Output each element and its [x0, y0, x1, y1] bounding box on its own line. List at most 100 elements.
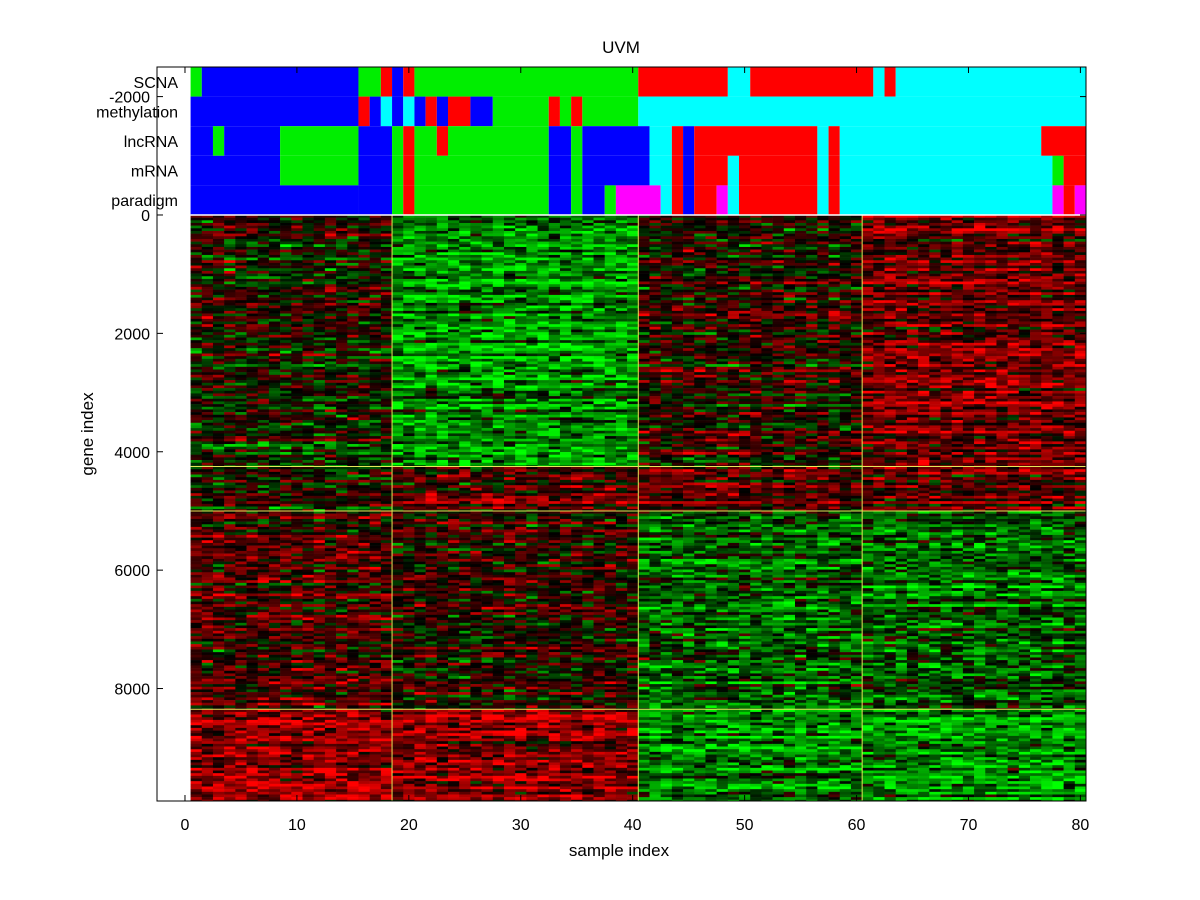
heatmap-cell [246, 284, 259, 288]
heatmap-cell [526, 300, 538, 304]
heatmap-cell [324, 308, 337, 312]
heatmap-cell [336, 244, 348, 248]
heatmap-cell [705, 254, 717, 258]
heatmap-cell [593, 428, 606, 432]
heatmap-cell [481, 249, 494, 253]
heatmap-cell [671, 233, 684, 237]
heatmap-cell [593, 326, 606, 330]
heatmap-cell [280, 265, 292, 269]
heatmap-cell [582, 422, 594, 426]
heatmap-cell [380, 422, 393, 426]
heatmap-cell [336, 454, 348, 458]
heatmap-cell [369, 321, 382, 325]
heatmap-cell [817, 222, 829, 226]
heatmap-cell [537, 358, 550, 362]
heatmap-cell [448, 321, 460, 325]
heatmap-cell [403, 305, 415, 309]
heatmap-cell [425, 252, 438, 256]
heatmap-cell [324, 364, 337, 368]
heatmap-cell [761, 214, 773, 218]
heatmap-cell [593, 422, 606, 426]
heatmap-cell [526, 220, 538, 224]
heatmap-cell [369, 348, 382, 352]
heatmap-cell [694, 353, 706, 357]
heatmap-cell [212, 302, 225, 306]
heatmap-cell [638, 214, 650, 218]
heatmap-cell [794, 246, 807, 250]
heatmap-cell [783, 305, 796, 309]
heatmap-cell [526, 289, 538, 293]
heatmap-cell [526, 380, 538, 384]
heatmap-cell [280, 252, 292, 256]
heatmap-cell [671, 337, 684, 341]
heatmap-cell [280, 417, 292, 421]
heatmap-cell [358, 385, 370, 389]
heatmap-cell [380, 260, 393, 264]
heatmap-cell [783, 244, 796, 248]
heatmap-cell [515, 268, 527, 272]
heatmap-cell [750, 356, 762, 360]
heatmap-cell [280, 297, 292, 301]
heatmap-cell [839, 308, 852, 312]
heatmap-cell [492, 257, 505, 261]
heatmap-cell [369, 220, 382, 224]
heatmap-cell [739, 332, 751, 336]
heatmap-cell [649, 217, 661, 221]
heatmap-cell [492, 329, 505, 333]
heatmap-cell [425, 414, 438, 418]
heatmap-cell [392, 377, 404, 381]
heatmap-cell [828, 289, 841, 293]
heatmap-cell [537, 257, 550, 261]
heatmap-cell [727, 329, 740, 333]
heatmap-cell [224, 270, 236, 274]
heatmap-cell [761, 233, 773, 237]
heatmap-cell [448, 225, 460, 229]
heatmap-cell [392, 345, 404, 349]
heatmap-cell [246, 310, 259, 314]
heatmap-cell [683, 289, 695, 293]
heatmap-cell [257, 225, 270, 229]
heatmap-cell [481, 276, 494, 280]
heatmap-cell [436, 278, 449, 282]
heatmap-cell [358, 265, 370, 269]
heatmap-cell [302, 228, 314, 232]
heatmap-cell [268, 342, 281, 346]
heatmap-cell [481, 342, 494, 346]
heatmap-cell [750, 236, 762, 240]
heatmap-cell [246, 420, 259, 424]
heatmap-cell [492, 214, 505, 218]
heatmap-cell [526, 342, 538, 346]
heatmap-cell [268, 377, 281, 381]
heatmap-cell [739, 268, 751, 272]
heatmap-cell [257, 217, 270, 221]
heatmap-cell [526, 316, 538, 320]
heatmap-cell [324, 278, 337, 282]
heatmap-cell [235, 422, 247, 426]
heatmap-cell [537, 406, 550, 410]
heatmap-cell [414, 417, 426, 421]
heatmap-cell [425, 388, 438, 392]
heatmap-cell [537, 324, 550, 328]
heatmap-cell [817, 270, 829, 274]
heatmap-cell [694, 297, 706, 301]
heatmap-cell [582, 361, 594, 365]
heatmap-cell [224, 260, 236, 264]
heatmap-cell [503, 412, 516, 416]
heatmap-cell [627, 257, 639, 261]
heatmap-cell [627, 361, 639, 365]
heatmap-cell [190, 388, 203, 392]
heatmap-cell [817, 254, 829, 258]
heatmap-cell [470, 460, 482, 464]
heatmap-cell [582, 366, 594, 370]
heatmap-cell [515, 457, 527, 461]
heatmap-cell [313, 318, 326, 322]
heatmap-cell [246, 382, 259, 386]
heatmap-cell [783, 262, 796, 266]
heatmap-cell [212, 297, 225, 301]
heatmap-cell [201, 406, 214, 410]
heatmap-cell [806, 294, 818, 298]
heatmap-cell [224, 438, 236, 442]
heatmap-cell [850, 244, 863, 248]
heatmap-cell [324, 332, 337, 336]
heatmap-cell [392, 334, 404, 338]
